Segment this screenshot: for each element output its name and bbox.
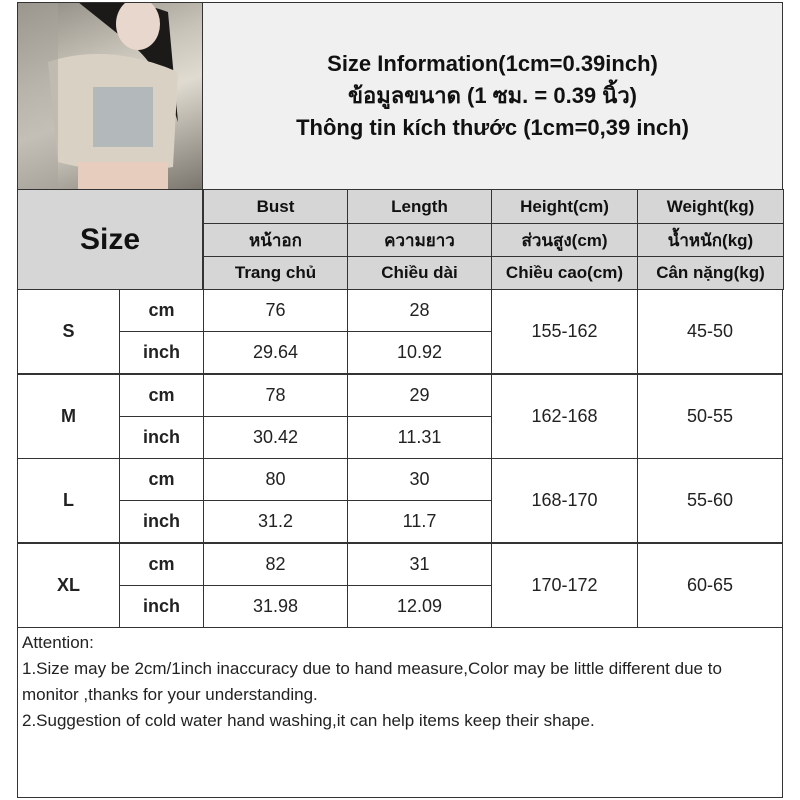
- height-range: 155-162: [491, 289, 638, 374]
- model-photo-illustration: [18, 3, 178, 189]
- size-label: S: [17, 289, 120, 374]
- attention-note-2: 2.Suggestion of cold water hand washing,…: [22, 711, 595, 730]
- title-english: Size Information(1cm=0.39inch): [327, 51, 658, 76]
- column-header: Chiều cao(cm): [491, 256, 638, 290]
- column-header: ความยาว: [347, 223, 492, 257]
- title-thai: ข้อมูลขนาด (1 ซม. = 0.39 นิ้ว): [347, 83, 637, 108]
- unit-label: inch: [119, 415, 204, 459]
- weight-range: 60-65: [637, 542, 783, 628]
- weight-range: 55-60: [637, 458, 783, 543]
- size-label: L: [17, 458, 120, 543]
- bust-cm: 80: [203, 458, 348, 501]
- bust-inch: 30.42: [203, 415, 348, 459]
- bust-inch: 29.64: [203, 331, 348, 374]
- height-range: 162-168: [491, 373, 638, 459]
- bust-cm: 78: [203, 373, 348, 417]
- size-label: XL: [17, 542, 120, 628]
- size-header: Size: [17, 189, 203, 290]
- unit-label: cm: [119, 289, 204, 332]
- length-cm: 29: [347, 373, 492, 417]
- height-range: 168-170: [491, 458, 638, 543]
- column-header: น้ำหนัก(kg): [637, 223, 784, 257]
- product-photo: [17, 2, 203, 190]
- unit-label: inch: [119, 500, 204, 543]
- attention-note-1: 1.Size may be 2cm/1inch inaccuracy due t…: [22, 659, 722, 704]
- length-inch: 12.09: [347, 584, 492, 628]
- unit-label: cm: [119, 542, 204, 586]
- unit-label: cm: [119, 458, 204, 501]
- column-header: Height(cm): [491, 189, 638, 224]
- bust-inch: 31.98: [203, 584, 348, 628]
- unit-label: cm: [119, 373, 204, 417]
- length-inch: 10.92: [347, 331, 492, 374]
- height-range: 170-172: [491, 542, 638, 628]
- unit-label: inch: [119, 331, 204, 374]
- length-inch: 11.31: [347, 415, 492, 459]
- unit-label: inch: [119, 584, 204, 628]
- bust-cm: 76: [203, 289, 348, 332]
- length-cm: 28: [347, 289, 492, 332]
- length-inch: 11.7: [347, 500, 492, 543]
- length-cm: 31: [347, 542, 492, 586]
- column-header: Trang chủ: [203, 256, 348, 290]
- size-info-title: Size Information(1cm=0.39inch) ข้อมูลขนา…: [202, 2, 783, 190]
- attention-notes: Attention: 1.Size may be 2cm/1inch inacc…: [17, 627, 783, 798]
- column-header: Weight(kg): [637, 189, 784, 224]
- size-label: M: [17, 373, 120, 459]
- weight-range: 50-55: [637, 373, 783, 459]
- column-header: ส่วนสูง(cm): [491, 223, 638, 257]
- weight-range: 45-50: [637, 289, 783, 374]
- title-vietnamese: Thông tin kích thước (1cm=0,39 inch): [296, 115, 689, 140]
- bust-cm: 82: [203, 542, 348, 586]
- bust-inch: 31.2: [203, 500, 348, 543]
- length-cm: 30: [347, 458, 492, 501]
- column-header: Bust: [203, 189, 348, 224]
- attention-heading: Attention:: [22, 633, 94, 652]
- column-header: Cân nặng(kg): [637, 256, 784, 290]
- column-header: Chiều dài: [347, 256, 492, 290]
- column-header: Length: [347, 189, 492, 224]
- column-header: หน้าอก: [203, 223, 348, 257]
